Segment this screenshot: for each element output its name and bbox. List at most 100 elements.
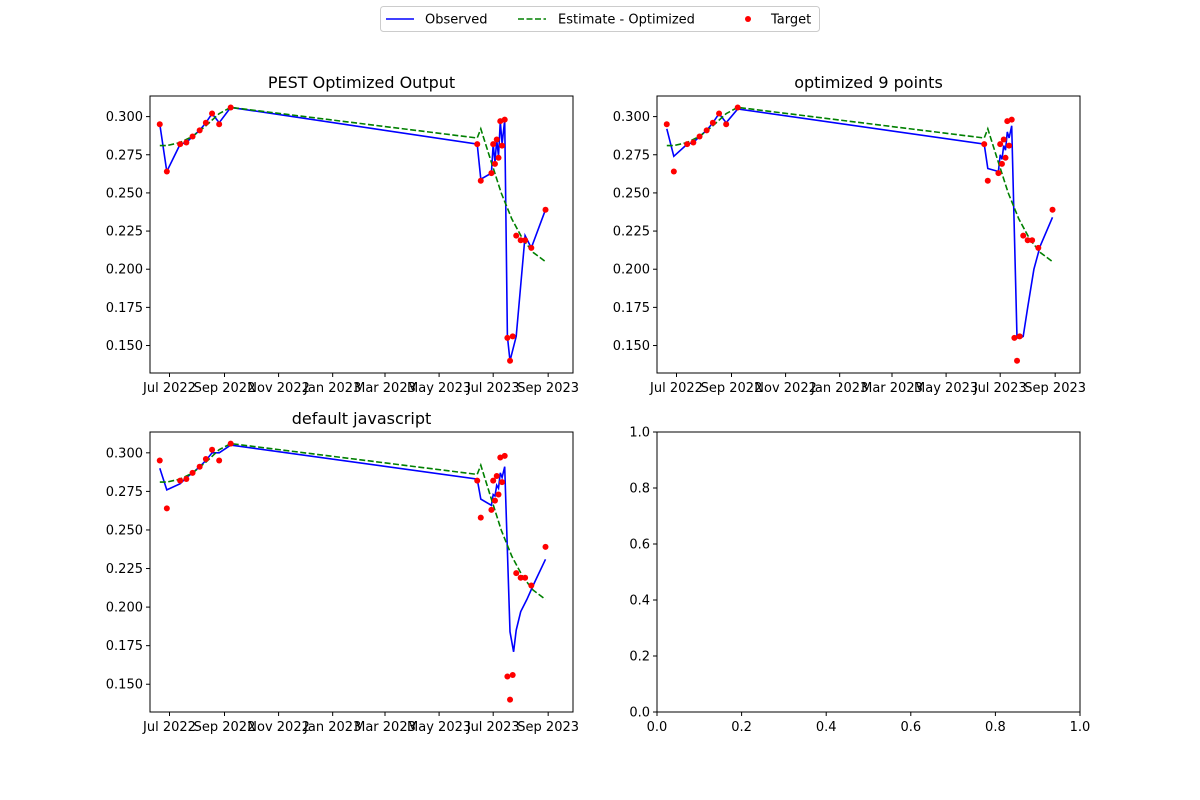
target-point [493,472,500,479]
y-tick-label: 0.150 [106,678,143,693]
y-tick-label: 0.300 [106,110,143,125]
target-point [216,121,223,128]
target-point [1008,116,1015,123]
target-point [522,574,529,581]
x-tick-label: Jul 2022 [649,381,703,396]
target-point [202,455,209,462]
target-point [209,446,216,453]
subplot-1: PEST Optimized Output 0.150 0.175 0.200 0.22… [106,73,579,396]
target-point [984,177,991,184]
x-tick-label: Sep 2022 [194,381,256,396]
target-point [495,154,502,161]
target-point [528,244,535,251]
y-tick-label: 0.0 [629,706,650,721]
target-point [997,141,1004,148]
axes-frame [149,95,574,374]
legend-label: Observed [425,13,488,28]
x-tick-label: Jan 2023 [810,381,868,396]
x-tick-label: Sep 2022 [194,720,256,735]
target-point [227,440,234,447]
target-point [509,671,516,678]
target-point [202,119,209,126]
target-point [1049,206,1056,213]
axes-frame [149,431,574,713]
x-tick-label: 0.2 [731,720,752,735]
target-point [663,121,670,128]
target-point [1024,237,1031,244]
target-point [183,139,190,146]
target-point [209,110,216,117]
plot-area [156,440,549,703]
target-point [501,452,508,459]
target-point [716,110,723,117]
target-point [513,232,520,239]
target-point [491,497,498,504]
x-tick-label: Jul 2022 [142,720,196,735]
target-point [703,127,710,134]
target-point [528,582,535,589]
target-point [517,574,524,581]
target-point [542,543,549,550]
y-tick-label: 0.300 [613,110,650,125]
x-tick-label: Jan 2023 [303,720,361,735]
target-point [196,127,203,134]
target-point [490,141,497,148]
x-tick-label: Sep 2023 [1024,381,1086,396]
y-tick-label: 0.225 [106,225,143,240]
y-tick-label: 0.200 [613,263,650,278]
x-tick-label: Jan 2023 [303,381,361,396]
target-point [696,133,703,140]
target-point [522,237,529,244]
target-point [1014,357,1021,364]
y-tick-label: 0.250 [613,186,650,201]
target-point [477,177,484,184]
legend-label: Estimate - Optimized [558,13,695,28]
target-point [493,136,500,143]
target-point [684,141,691,148]
y-tick-label: 0.2 [629,650,650,665]
target-point [1000,136,1007,143]
observed-line [159,106,547,361]
x-tick-label: Sep 2023 [517,381,579,396]
target-point [504,673,511,680]
y-tick-label: 0.225 [613,225,650,240]
target-point [177,477,184,484]
target-point [477,514,484,521]
target-point [499,142,506,149]
legend-label: Target [770,13,811,28]
target-point [488,506,495,513]
x-tick-label: Jul 2023 [466,381,520,396]
x-tick-label: Sep 2023 [517,720,579,735]
subplot-grid: PEST Optimized Output 0.150 0.175 0.200 0.22… [106,73,1091,735]
x-tick-label: 0.4 [816,720,837,735]
target-point [1002,154,1009,161]
estimate-line [666,106,1053,263]
x-tick-label: 0.8 [985,720,1006,735]
target-point [509,333,516,340]
target-point [183,476,190,483]
x-tick-label: 0.0 [647,720,668,735]
target-point [1016,333,1023,340]
x-tick-label: Jul 2023 [466,720,520,735]
subplot-title: default javascript [292,409,432,428]
y-tick-label: 0.300 [106,446,143,461]
x-tick-label: Nov 2022 [247,381,310,396]
y-tick-label: 0.175 [106,639,143,654]
target-point [1011,334,1018,341]
subplot-title: PEST Optimized Output [268,73,455,92]
target-point [507,357,514,364]
y-tick-label: 0.225 [106,562,143,577]
target-point [163,505,170,512]
target-point [517,237,524,244]
y-tick-label: 0.150 [613,339,650,354]
estimate-line [159,106,546,263]
target-point [1020,232,1027,239]
target-point [491,160,498,167]
x-tick-label: Jul 2023 [973,381,1027,396]
target-point [189,133,196,140]
target-point [196,463,203,470]
target-point [1035,244,1042,251]
target-point [709,119,716,126]
plot-area [156,104,549,364]
